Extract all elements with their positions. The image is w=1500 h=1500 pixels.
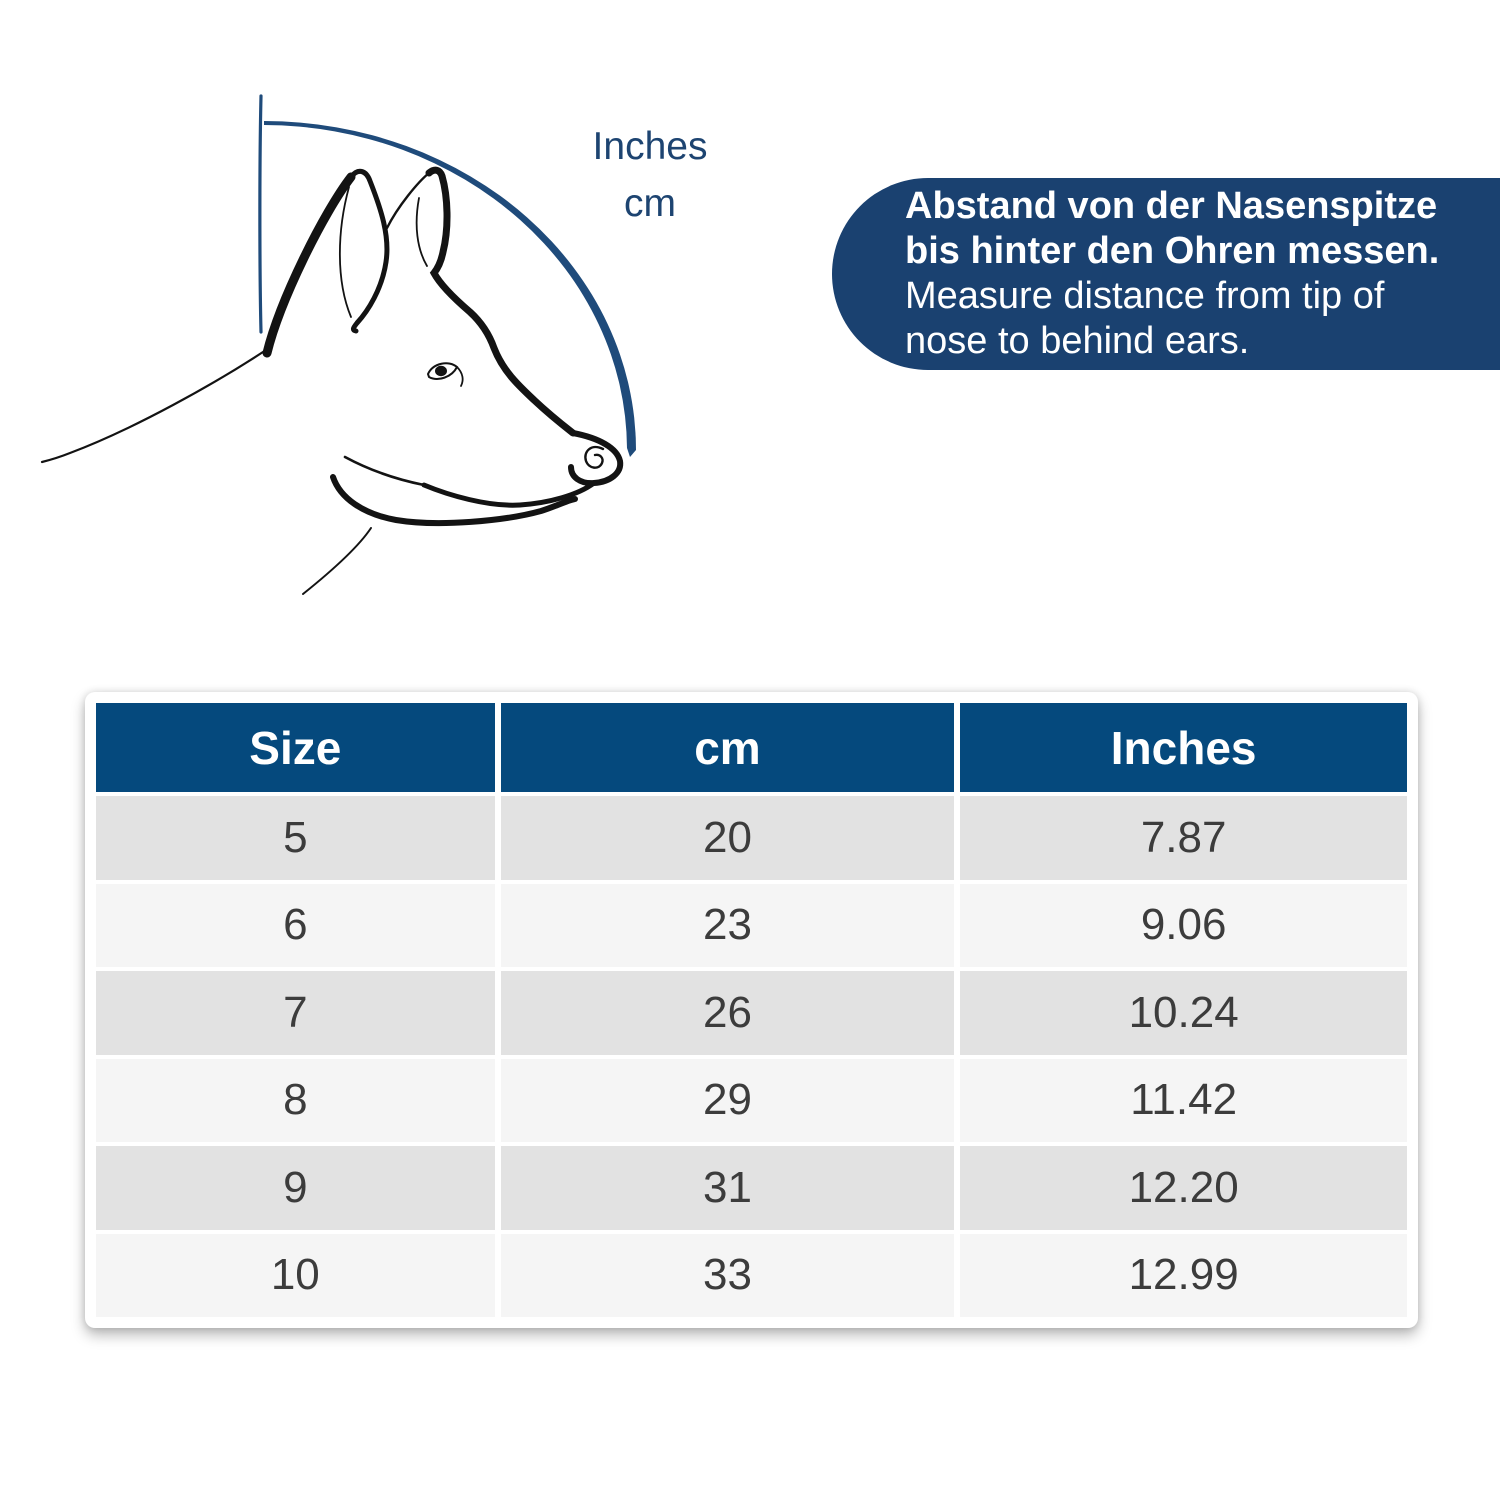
table-cell-size: 10 — [96, 1233, 495, 1317]
table-cell-size: 7 — [96, 971, 495, 1055]
dog-outline — [40, 166, 624, 595]
table-cell-size: 6 — [96, 883, 495, 967]
table-cell-cm: 26 — [500, 971, 955, 1055]
measurement-arc — [258, 94, 636, 457]
table-cell-size: 9 — [96, 1146, 495, 1230]
measurement-unit-label: Inches cm — [540, 118, 760, 232]
size-chart-card: Size cm Inches 5 20 7.87 6 23 9.06 7 26 … — [85, 692, 1418, 1328]
table-cell-inches: 12.20 — [960, 1146, 1407, 1230]
measurement-instruction-callout: Abstand von der Nasenspitze bis hinter d… — [832, 178, 1500, 370]
dog-eye-pupil — [435, 365, 447, 377]
dog-head-illustration — [40, 94, 636, 595]
instruction-english-line-1: Measure distance from tip of — [905, 275, 1385, 317]
size-chart-table: Size cm Inches 5 20 7.87 6 23 9.06 7 26 … — [96, 703, 1407, 1317]
instruction-german-line-1: Abstand von der Nasenspitze — [905, 185, 1438, 227]
instruction-english-line-2: nose to behind ears. — [905, 320, 1250, 362]
table-cell-cm: 20 — [500, 796, 955, 880]
table-cell-size: 8 — [96, 1058, 495, 1142]
table-cell-cm: 23 — [500, 883, 955, 967]
unit-label-cm: cm — [624, 182, 676, 225]
column-header-inches: Inches — [960, 703, 1407, 792]
table-cell-inches: 12.99 — [960, 1233, 1407, 1317]
table-cell-size: 5 — [96, 796, 495, 880]
table-cell-inches: 10.24 — [960, 971, 1407, 1055]
column-header-size: Size — [96, 703, 495, 792]
table-cell-cm: 31 — [500, 1146, 955, 1230]
table-cell-inches: 7.87 — [960, 796, 1407, 880]
unit-label-inches: Inches — [592, 125, 708, 168]
table-cell-inches: 9.06 — [960, 883, 1407, 967]
table-cell-cm: 29 — [500, 1058, 955, 1142]
column-header-cm: cm — [500, 703, 955, 792]
table-cell-inches: 11.42 — [960, 1058, 1407, 1142]
instruction-german-line-2: bis hinter den Ohren messen. — [905, 230, 1440, 272]
table-cell-cm: 33 — [500, 1233, 955, 1317]
